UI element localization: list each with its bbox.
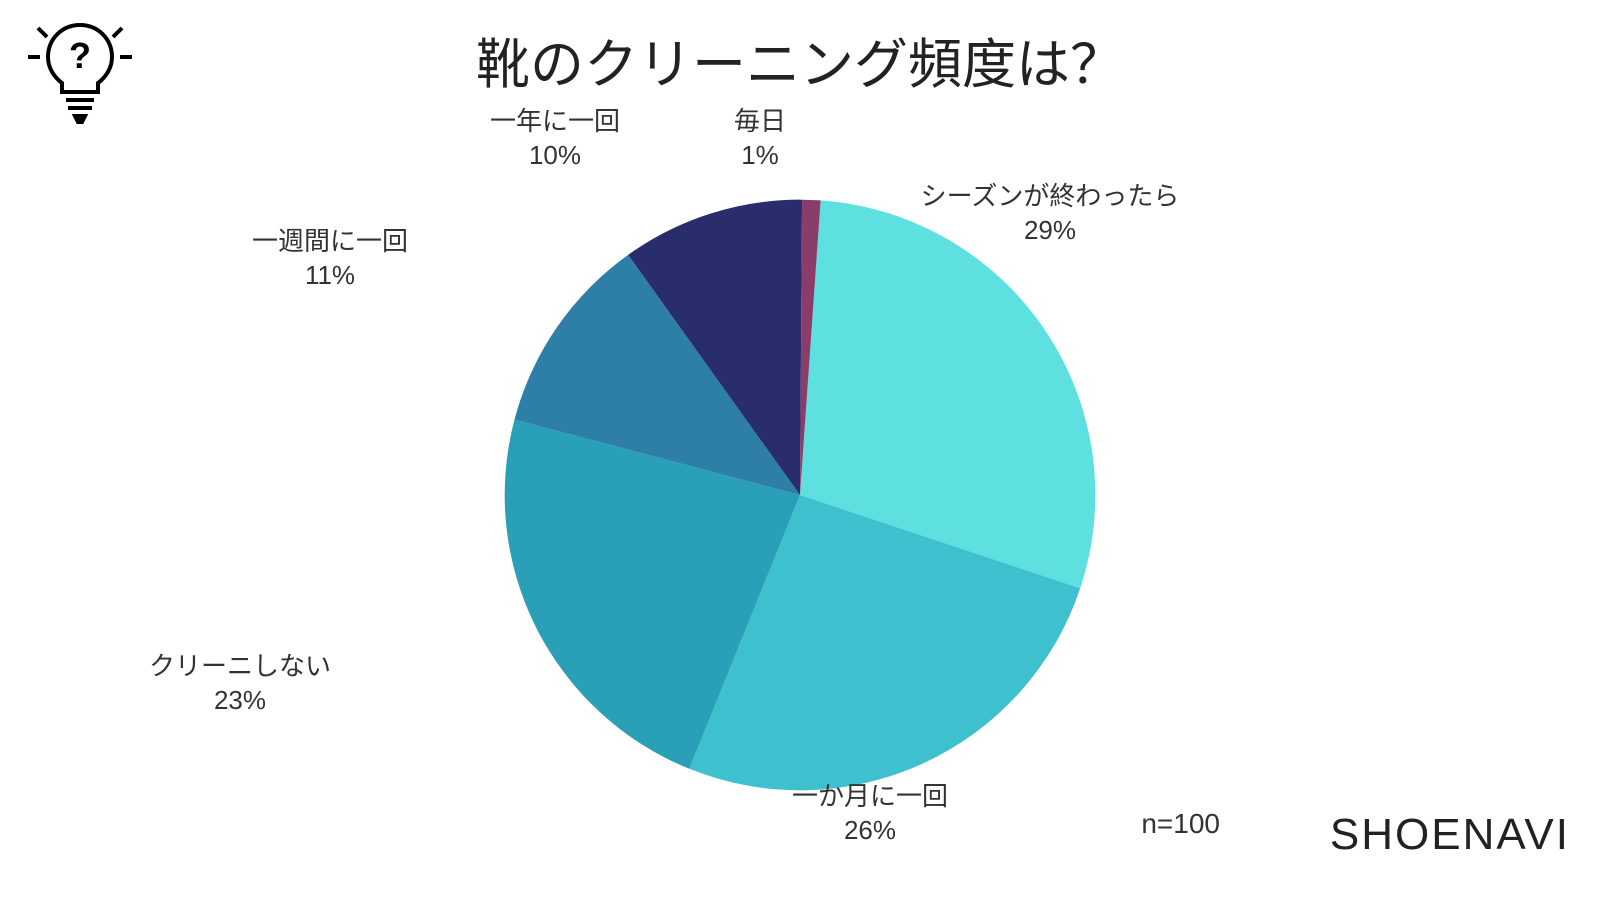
lightbulb-question-icon: ? — [20, 10, 140, 130]
sample-size: n=100 — [1141, 808, 1220, 840]
slice-label: 一週間に一回11% — [252, 225, 408, 293]
brand-label: SHOENAVI — [1330, 810, 1570, 860]
slice-label: シーズンが終わったら29% — [921, 180, 1180, 248]
slice-label: 毎日1% — [734, 105, 786, 173]
svg-text:?: ? — [69, 35, 91, 76]
slice-label: 一か月に一回26% — [792, 780, 948, 848]
slice-label: クリーニしない23% — [149, 650, 331, 718]
slice-label: 一年に一回10% — [490, 105, 620, 173]
chart-title: 靴のクリーニング頻度は？ — [476, 20, 1124, 99]
